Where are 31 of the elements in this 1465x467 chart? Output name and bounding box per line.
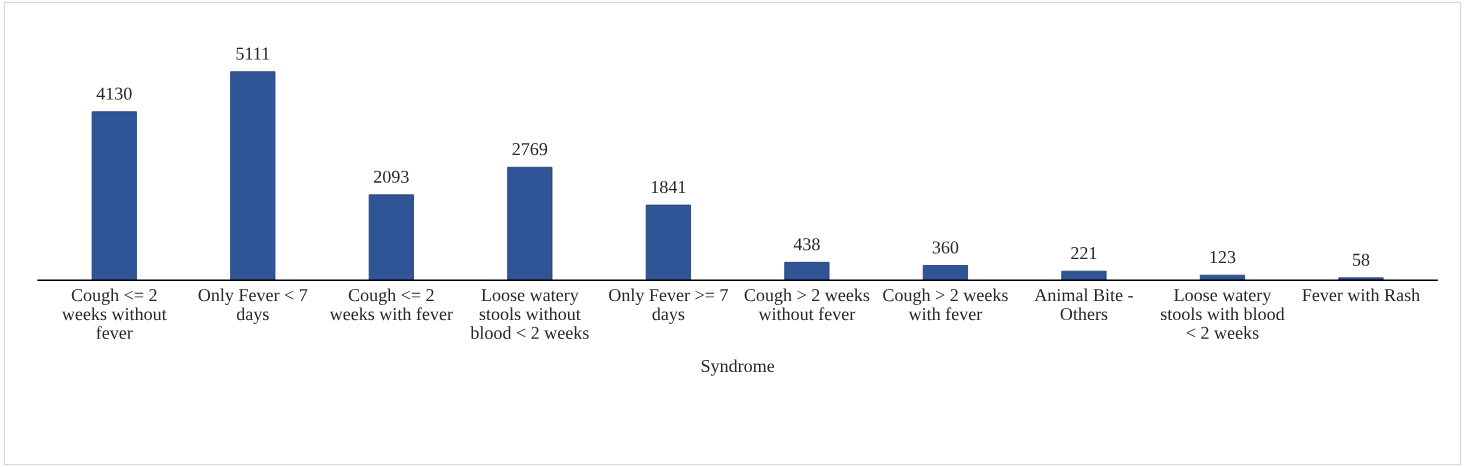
x-tick-label: Animal Bite - Others <box>1034 288 1133 321</box>
x-tick-label: Cough > 2 weeks without fever <box>744 288 870 321</box>
data-label: 360 <box>932 241 959 254</box>
bar <box>91 111 137 281</box>
x-tick-label: Only Fever >= 7 days <box>609 288 728 324</box>
x-tick-label: Cough <= 2 weeks without fever <box>61 288 167 340</box>
bar <box>1338 277 1384 281</box>
bar <box>784 261 830 281</box>
bar <box>507 166 553 281</box>
x-tick-label: Fever with Rash <box>1302 288 1420 302</box>
bar <box>368 194 414 281</box>
data-label: 2769 <box>512 143 548 156</box>
data-label: 1841 <box>651 180 686 194</box>
data-label: 58 <box>1353 253 1370 266</box>
data-label: 221 <box>1071 247 1097 260</box>
bar <box>922 265 968 281</box>
x-tick-label: Cough <= 2 weeks with fever <box>329 288 453 321</box>
x-tick-label: Only Fever < 7 days <box>198 288 308 324</box>
data-label: 4130 <box>96 87 132 100</box>
bar <box>1199 274 1246 281</box>
data-label: 2093 <box>374 170 409 183</box>
x-axis-title: Syndrome <box>701 359 775 376</box>
x-tick-label: Cough > 2 weeks with fever <box>883 288 1008 321</box>
data-label: 5111 <box>236 47 270 60</box>
x-tick-label: Loose watery stools with blood < 2 weeks <box>1161 289 1285 339</box>
bar <box>1061 270 1107 281</box>
data-label: 438 <box>793 238 820 251</box>
x-tick-label: Loose watery stools without blood < 2 weeks <box>470 289 589 339</box>
data-label: 123 <box>1210 251 1236 264</box>
bar <box>645 204 691 281</box>
bar <box>230 71 276 281</box>
